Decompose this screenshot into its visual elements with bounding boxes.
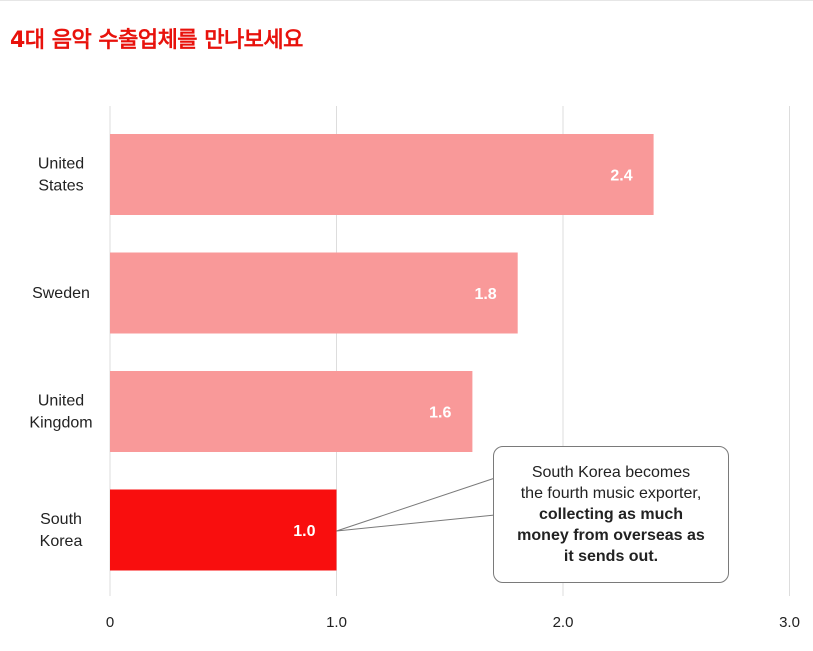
bar-value-label: 1.0 <box>293 523 315 540</box>
x-tick-label: 2.0 <box>553 614 574 631</box>
top-divider <box>0 0 813 1</box>
annotation-callout: South Korea becomes the fourth music expo… <box>493 446 729 583</box>
x-axis-tick-labels: 0 1.0 2.0 3.0 <box>106 614 800 631</box>
category-label: Korea <box>40 533 83 550</box>
annotation-line: South Korea becomes <box>531 464 691 481</box>
bar-value-label: 1.8 <box>474 286 496 303</box>
annotation-line: money from overseas as <box>517 527 705 544</box>
page-title: 4대 음악 수출업체를 만나보세요 <box>10 28 303 53</box>
x-tick-label: 0 <box>106 614 114 631</box>
annotation-connector <box>336 477 496 532</box>
category-label: United <box>38 393 84 410</box>
bars: 2.4 1.8 1.6 1.0 <box>110 134 654 571</box>
category-label: States <box>38 178 83 195</box>
annotation-line: collecting as much <box>538 506 684 523</box>
x-tick-label: 1.0 <box>326 614 347 631</box>
annotation-line: it sends out. <box>563 548 659 565</box>
bar-value-label: 1.6 <box>429 405 451 422</box>
category-labels: United States Sweden United Kingdom South Kore… <box>29 156 92 551</box>
bar-value-label: 2.4 <box>610 168 632 185</box>
bar <box>110 371 473 452</box>
category-label: United <box>38 156 84 173</box>
category-label: Sweden <box>32 285 90 302</box>
bar <box>110 489 337 571</box>
category-label: South <box>40 511 82 528</box>
bar <box>110 134 654 215</box>
annotation-line: the fourth music exporter, <box>520 485 702 502</box>
category-label: Kingdom <box>29 415 92 432</box>
bar <box>110 252 518 334</box>
annotation-pointer <box>336 477 496 532</box>
x-tick-label: 3.0 <box>779 614 800 631</box>
